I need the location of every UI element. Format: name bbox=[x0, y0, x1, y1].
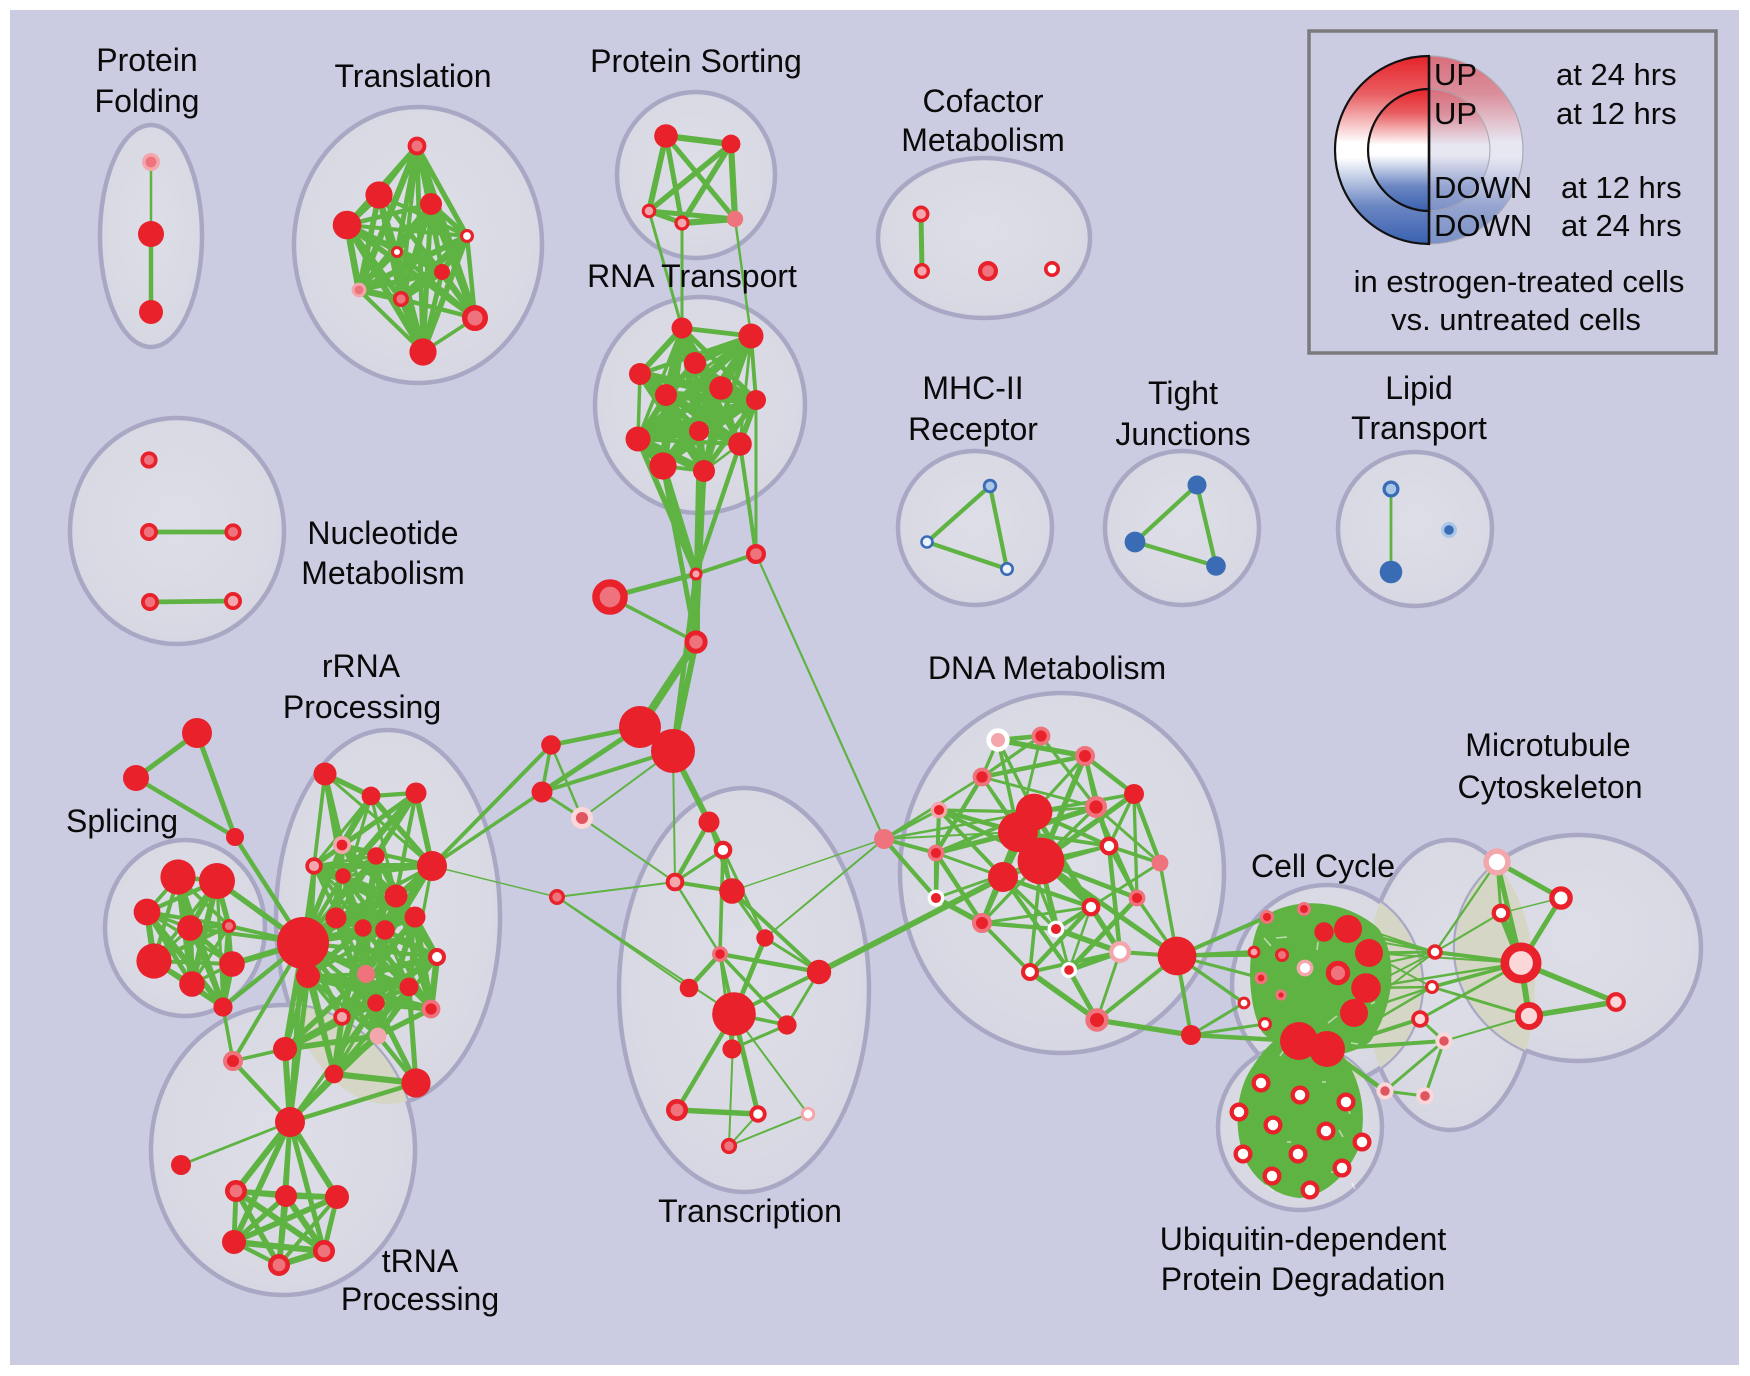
svg-text:Metabolism: Metabolism bbox=[901, 122, 1065, 158]
svg-text:Tight: Tight bbox=[1148, 375, 1218, 411]
svg-text:Processing: Processing bbox=[341, 1281, 499, 1317]
svg-text:Cofactor: Cofactor bbox=[923, 83, 1044, 119]
svg-text:Nucleotide: Nucleotide bbox=[307, 515, 458, 551]
svg-text:in estrogen-treated cells: in estrogen-treated cells bbox=[1354, 264, 1685, 299]
svg-text:Processing: Processing bbox=[283, 689, 441, 725]
svg-text:Lipid: Lipid bbox=[1385, 370, 1453, 406]
svg-text:Ubiquitin-dependent: Ubiquitin-dependent bbox=[1160, 1221, 1447, 1257]
svg-text:DNA Metabolism: DNA Metabolism bbox=[928, 650, 1166, 686]
svg-text:UP: UP bbox=[1434, 96, 1477, 131]
svg-text:DOWN: DOWN bbox=[1434, 208, 1532, 243]
svg-text:Translation: Translation bbox=[334, 58, 491, 94]
svg-text:Folding: Folding bbox=[95, 83, 200, 119]
svg-text:at 12 hrs: at 12 hrs bbox=[1561, 170, 1682, 205]
svg-text:Transcription: Transcription bbox=[658, 1193, 842, 1229]
svg-text:RNA Transport: RNA Transport bbox=[587, 258, 797, 294]
svg-text:Metabolism: Metabolism bbox=[301, 555, 465, 591]
svg-text:Microtubule: Microtubule bbox=[1465, 727, 1630, 763]
svg-text:Receptor: Receptor bbox=[908, 411, 1038, 447]
svg-text:Protein Sorting: Protein Sorting bbox=[590, 43, 802, 79]
svg-text:at 12 hrs: at 12 hrs bbox=[1556, 96, 1677, 131]
svg-text:Cell Cycle: Cell Cycle bbox=[1251, 848, 1395, 884]
svg-text:Transport: Transport bbox=[1351, 410, 1487, 446]
svg-text:UP: UP bbox=[1434, 57, 1477, 92]
svg-text:Junctions: Junctions bbox=[1115, 416, 1250, 452]
svg-text:at 24 hrs: at 24 hrs bbox=[1561, 208, 1682, 243]
svg-text:vs. untreated cells: vs. untreated cells bbox=[1391, 302, 1641, 337]
svg-text:at 24 hrs: at 24 hrs bbox=[1556, 57, 1677, 92]
svg-text:Cytoskeleton: Cytoskeleton bbox=[1458, 769, 1643, 805]
svg-text:rRNA: rRNA bbox=[322, 648, 401, 684]
svg-text:Protein: Protein bbox=[96, 42, 197, 78]
svg-text:Splicing: Splicing bbox=[66, 803, 178, 839]
svg-text:tRNA: tRNA bbox=[382, 1243, 459, 1279]
svg-text:Protein Degradation: Protein Degradation bbox=[1161, 1261, 1446, 1297]
svg-text:DOWN: DOWN bbox=[1434, 170, 1532, 205]
svg-text:MHC-II: MHC-II bbox=[922, 370, 1023, 406]
